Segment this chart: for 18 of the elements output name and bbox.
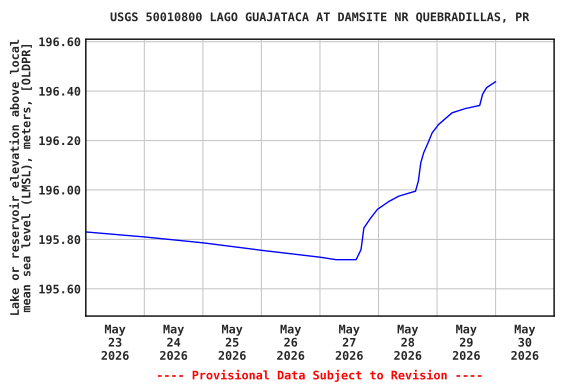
line-series xyxy=(86,80,496,260)
x-tick-label: May 27 2026 xyxy=(336,324,363,360)
y-tick-label: 196.40 xyxy=(39,86,80,96)
y-tick-label: 196.00 xyxy=(39,186,80,195)
x-tick-label: May 23 2026 xyxy=(102,324,129,360)
chart-title: USGS 50010800 LAGO GUAJATACA AT DAMSITE NR QUEBRADILLAS, PR xyxy=(110,12,530,23)
y-tick-label: 195.60 xyxy=(39,284,80,294)
y-axis-title: Lake or reservoir elevation above local mean sea level (LMSL), meters, [OLDPR] xyxy=(9,40,32,315)
x-tick-label: May 29 2026 xyxy=(452,324,480,360)
x-tick-label: May 28 2026 xyxy=(394,324,422,360)
x-tick-label: May 26 2026 xyxy=(277,324,304,360)
y-tick-label: 196.60 xyxy=(39,37,80,46)
y-tick-label: 196.20 xyxy=(39,136,80,146)
y-tick-label: 195.80 xyxy=(39,235,80,244)
x-tick-label: May 30 2026 xyxy=(511,324,538,360)
x-tick-label: May 24 2026 xyxy=(160,324,188,360)
text: ---- Provisional Data Subject to Revision ---- xyxy=(158,370,482,382)
x-tick-label: May 25 2026 xyxy=(218,324,246,360)
